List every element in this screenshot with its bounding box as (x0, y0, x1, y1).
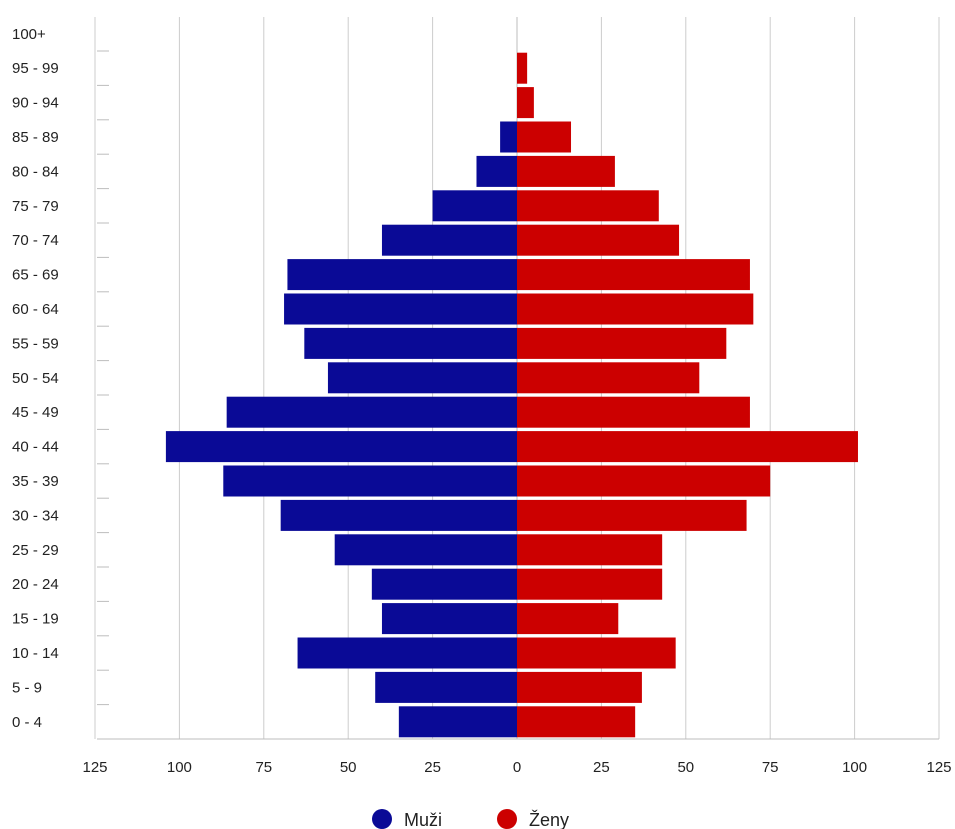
bar-female[interactable] (517, 534, 663, 566)
y-tick-label: 90 - 94 (12, 95, 59, 112)
bar-female[interactable] (517, 499, 747, 531)
y-tick-label: 85 - 89 (12, 129, 59, 146)
bar-male[interactable] (304, 327, 517, 359)
bar-male[interactable] (287, 259, 517, 291)
y-tick-label: 5 - 9 (12, 679, 42, 696)
y-tick-label: 45 - 49 (12, 404, 59, 421)
bar-male[interactable] (284, 293, 517, 325)
x-axis: 125 100 75 50 25 0 25 50 75 100 125 (82, 738, 952, 776)
bar-female[interactable] (517, 52, 528, 84)
legend-label: Ženy (529, 810, 569, 829)
bar-male[interactable] (381, 603, 517, 635)
bar-female[interactable] (517, 396, 750, 428)
x-tick-label: 125 (82, 759, 107, 776)
bars (165, 52, 858, 738)
bar-male[interactable] (476, 155, 517, 187)
bar-male[interactable] (381, 224, 517, 256)
bar-female[interactable] (517, 362, 700, 394)
y-tick-label: 50 - 54 (12, 370, 59, 387)
bar-male[interactable] (226, 396, 517, 428)
bar-male[interactable] (500, 121, 517, 153)
bar-female[interactable] (517, 293, 754, 325)
x-tick-label: 100 (842, 759, 867, 776)
y-tick-label: 30 - 34 (12, 507, 59, 524)
legend-label: Muži (404, 810, 442, 829)
y-tick-label: 95 - 99 (12, 60, 59, 77)
bar-female[interactable] (517, 431, 858, 463)
bar-female[interactable] (517, 671, 642, 703)
bar-male[interactable] (327, 362, 517, 394)
y-tick-label: 75 - 79 (12, 198, 59, 215)
bar-male[interactable] (432, 190, 517, 222)
bar-male[interactable] (398, 706, 517, 738)
x-tick-label: 50 (677, 759, 694, 776)
bar-female[interactable] (517, 465, 771, 497)
bar-female[interactable] (517, 706, 636, 738)
bar-male[interactable] (223, 465, 517, 497)
x-tick-label: 75 (762, 759, 779, 776)
bar-male[interactable] (371, 568, 517, 600)
y-axis: 0 - 4 5 - 9 10 - 14 15 - 19 20 - 24 25 - 29 30… (12, 26, 109, 740)
bar-female[interactable] (517, 327, 727, 359)
y-tick-label: 60 - 64 (12, 301, 59, 318)
x-tick-label: 50 (340, 759, 357, 776)
bar-male[interactable] (375, 671, 517, 703)
y-tick-label: 15 - 19 (12, 611, 59, 628)
x-tick-label: 25 (593, 759, 610, 776)
legend-marker (497, 809, 517, 829)
bar-female[interactable] (517, 87, 534, 119)
bar-male[interactable] (165, 431, 517, 463)
x-tick-label: 100 (167, 759, 192, 776)
y-tick-label: 55 - 59 (12, 335, 59, 352)
legend-marker (372, 809, 392, 829)
bar-female[interactable] (517, 603, 619, 635)
y-tick-label: 65 - 69 (12, 267, 59, 284)
bar-female[interactable] (517, 259, 750, 291)
bar-male[interactable] (334, 534, 517, 566)
y-tick-label: 35 - 39 (12, 473, 59, 490)
x-tick-label: 125 (926, 759, 951, 776)
y-tick-label: 80 - 84 (12, 163, 59, 180)
bar-male[interactable] (280, 499, 517, 531)
y-tick-label: 70 - 74 (12, 232, 59, 249)
bar-female[interactable] (517, 568, 663, 600)
bar-female[interactable] (517, 190, 659, 222)
bar-female[interactable] (517, 637, 676, 669)
x-tick-label: 75 (255, 759, 272, 776)
bar-male[interactable] (297, 637, 517, 669)
bar-female[interactable] (517, 224, 680, 256)
y-tick-label: 20 - 24 (12, 576, 59, 593)
y-tick-label: 100+ (12, 26, 46, 43)
y-tick-label: 40 - 44 (12, 439, 59, 456)
bar-female[interactable] (517, 121, 572, 153)
x-tick-label: 25 (424, 759, 441, 776)
x-tick-label: 0 (513, 759, 521, 776)
y-tick-label: 0 - 4 (12, 714, 42, 731)
legend: Muži Ženy (372, 809, 569, 829)
bar-female[interactable] (517, 155, 615, 187)
y-tick-label: 10 - 14 (12, 645, 59, 662)
y-tick-label: 25 - 29 (12, 542, 59, 559)
